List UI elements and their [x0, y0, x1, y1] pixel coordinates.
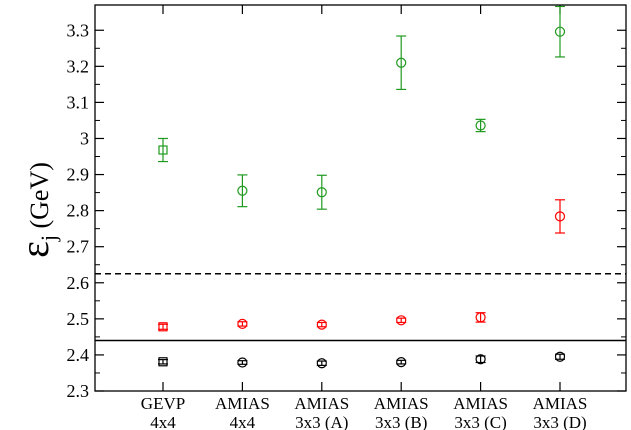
y-tick-label: 2.3	[67, 381, 90, 401]
data-point-circle	[396, 57, 407, 68]
x-category-label: AMIAS	[374, 394, 429, 413]
x-category-label: AMIAS	[215, 394, 270, 413]
data-point-circle	[396, 315, 407, 326]
x-category-label: 3x3 (C)	[454, 413, 506, 430]
y-tick-label: 2.9	[67, 165, 90, 185]
data-point-circle	[554, 351, 566, 362]
x-category-label: 3x3 (B)	[375, 413, 427, 430]
data-point-square	[158, 145, 168, 155]
data-point-circle	[554, 26, 566, 37]
y-tick-label: 3	[80, 128, 89, 148]
y-axis-label-subscript: j	[36, 235, 61, 242]
x-category-label: AMIAS	[453, 394, 508, 413]
data-point-circle	[396, 357, 407, 368]
data-point-circle	[475, 354, 486, 365]
data-point-circle	[475, 312, 486, 323]
data-point-circle	[316, 187, 327, 198]
data-point-square	[158, 322, 168, 332]
y-tick-label: 3.3	[67, 20, 90, 40]
x-category-label: 3x3 (D)	[533, 413, 586, 430]
x-category-label: 4x4	[230, 413, 256, 430]
y-axis-label-symbol: ε	[12, 241, 57, 258]
y-axis-label-unit: (GeV)	[25, 162, 54, 235]
data-point-square	[158, 357, 168, 367]
data-point-circle	[316, 319, 327, 330]
y-tick-label: 2.6	[67, 273, 90, 293]
y-tick-label: 3.1	[67, 92, 90, 112]
y-tick-label: 2.5	[67, 309, 90, 329]
data-point-circle	[554, 211, 566, 222]
x-category-label: GEVP	[141, 394, 185, 413]
x-category-label: 3x3 (A)	[295, 413, 348, 430]
y-axis-label: εj (GeV)	[12, 162, 61, 258]
data-point-circle	[237, 185, 248, 196]
y-tick-label: 2.7	[67, 237, 90, 257]
x-category-label: AMIAS	[533, 394, 588, 413]
y-tick-label: 2.4	[67, 345, 90, 365]
data-point-circle	[475, 120, 486, 131]
x-category-label: 4x4	[150, 413, 176, 430]
y-tick-label: 3.2	[67, 56, 90, 76]
data-point-circle	[316, 358, 327, 369]
y-tick-label: 2.8	[67, 201, 90, 221]
data-point-circle	[237, 357, 248, 368]
plot-area-frame	[94, 4, 627, 392]
data-point-circle	[237, 318, 248, 330]
x-category-label: AMIAS	[294, 394, 349, 413]
